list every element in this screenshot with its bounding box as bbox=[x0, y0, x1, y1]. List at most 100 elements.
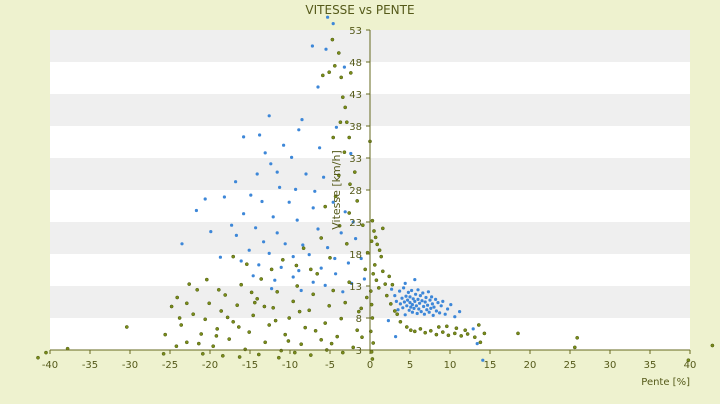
data-point bbox=[308, 353, 313, 357]
data-point bbox=[710, 343, 715, 348]
data-point bbox=[449, 303, 453, 307]
data-point bbox=[376, 286, 381, 290]
data-point bbox=[291, 299, 296, 304]
data-point bbox=[364, 295, 369, 300]
data-point bbox=[297, 269, 301, 273]
data-point bbox=[276, 355, 281, 360]
data-point bbox=[406, 298, 410, 302]
data-point bbox=[482, 331, 487, 336]
data-point bbox=[403, 281, 407, 285]
data-point bbox=[421, 291, 425, 295]
data-point bbox=[275, 170, 279, 174]
x-tick-label: 35 bbox=[644, 360, 657, 371]
data-point bbox=[422, 304, 426, 309]
data-point bbox=[407, 308, 411, 312]
data-point bbox=[459, 334, 464, 338]
data-point bbox=[179, 323, 184, 327]
data-point bbox=[247, 330, 252, 334]
data-point bbox=[339, 316, 344, 321]
data-point bbox=[174, 344, 179, 349]
data-point bbox=[334, 272, 338, 276]
data-point bbox=[204, 277, 209, 282]
data-point bbox=[278, 185, 282, 189]
data-point bbox=[227, 337, 232, 341]
x-tick-label: 15 bbox=[484, 360, 497, 371]
data-point bbox=[336, 173, 341, 178]
data-point bbox=[196, 341, 201, 346]
data-point bbox=[326, 15, 330, 19]
x-tick-label: 20 bbox=[524, 360, 537, 371]
data-point bbox=[235, 303, 240, 308]
data-point bbox=[426, 303, 430, 307]
data-point bbox=[396, 308, 400, 312]
data-point bbox=[262, 240, 266, 244]
data-point bbox=[394, 335, 398, 339]
data-point bbox=[260, 199, 264, 204]
data-point bbox=[328, 255, 332, 260]
data-point bbox=[331, 288, 336, 293]
data-point bbox=[351, 345, 356, 350]
data-point bbox=[225, 315, 230, 320]
data-point bbox=[354, 237, 358, 241]
data-point bbox=[218, 255, 222, 259]
data-point bbox=[371, 341, 376, 345]
data-point bbox=[428, 298, 432, 302]
data-point bbox=[398, 302, 402, 306]
data-point bbox=[416, 297, 420, 301]
data-point bbox=[334, 125, 338, 129]
data-point bbox=[290, 155, 294, 159]
data-point bbox=[286, 339, 291, 343]
data-point bbox=[388, 302, 393, 306]
data-point bbox=[413, 278, 417, 282]
data-point bbox=[418, 327, 423, 331]
data-point bbox=[686, 358, 691, 363]
data-point bbox=[394, 299, 398, 303]
data-point bbox=[239, 282, 244, 287]
data-point bbox=[423, 300, 427, 304]
data-point bbox=[379, 254, 384, 259]
data-point bbox=[347, 135, 352, 140]
y-tick-label: 23 bbox=[349, 218, 362, 229]
x-tick-label: -20 bbox=[202, 360, 218, 371]
data-point bbox=[275, 231, 279, 235]
data-point bbox=[207, 301, 212, 306]
x-tick-label: 40 bbox=[684, 360, 697, 371]
data-point bbox=[283, 332, 288, 337]
data-point bbox=[44, 350, 48, 355]
data-point bbox=[257, 263, 261, 267]
data-point bbox=[401, 306, 405, 310]
data-point bbox=[355, 199, 360, 203]
data-point bbox=[242, 135, 246, 139]
data-point bbox=[243, 347, 248, 352]
data-point bbox=[307, 253, 311, 257]
data-point bbox=[294, 263, 299, 268]
data-point bbox=[316, 227, 320, 231]
data-point bbox=[443, 312, 447, 316]
data-point bbox=[348, 182, 352, 187]
data-point bbox=[295, 284, 300, 288]
data-point bbox=[360, 223, 365, 228]
data-point bbox=[175, 295, 180, 300]
data-point bbox=[375, 242, 380, 247]
data-point bbox=[346, 261, 350, 265]
data-point bbox=[444, 324, 449, 329]
data-point bbox=[271, 215, 275, 219]
data-point bbox=[275, 289, 280, 294]
data-point bbox=[406, 290, 410, 294]
data-point bbox=[191, 312, 196, 317]
data-point bbox=[418, 301, 422, 305]
data-point bbox=[476, 323, 481, 327]
data-point bbox=[436, 325, 441, 329]
data-point bbox=[419, 310, 423, 314]
data-point bbox=[393, 294, 397, 298]
data-point bbox=[211, 344, 216, 349]
data-point bbox=[327, 70, 332, 75]
data-point bbox=[333, 256, 337, 261]
data-point bbox=[429, 306, 433, 310]
data-point bbox=[425, 308, 429, 312]
data-point bbox=[236, 325, 241, 329]
data-point bbox=[370, 218, 375, 223]
data-point bbox=[427, 310, 431, 314]
data-point bbox=[259, 277, 264, 281]
data-point bbox=[439, 304, 443, 308]
